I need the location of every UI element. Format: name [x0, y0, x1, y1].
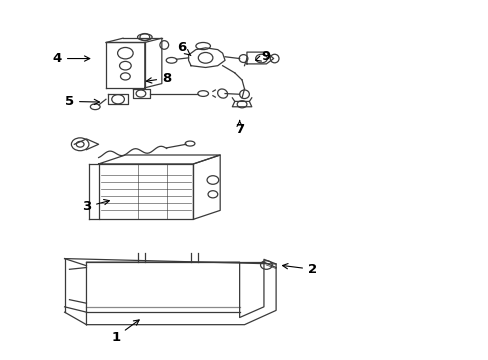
- Text: 7: 7: [235, 121, 244, 136]
- Text: 2: 2: [282, 263, 317, 276]
- Text: 9: 9: [255, 50, 270, 63]
- Text: 8: 8: [146, 72, 171, 85]
- Text: 6: 6: [176, 41, 190, 55]
- Text: 3: 3: [81, 199, 109, 213]
- Text: 1: 1: [111, 320, 139, 344]
- Text: 4: 4: [53, 52, 90, 65]
- Text: 5: 5: [65, 95, 99, 108]
